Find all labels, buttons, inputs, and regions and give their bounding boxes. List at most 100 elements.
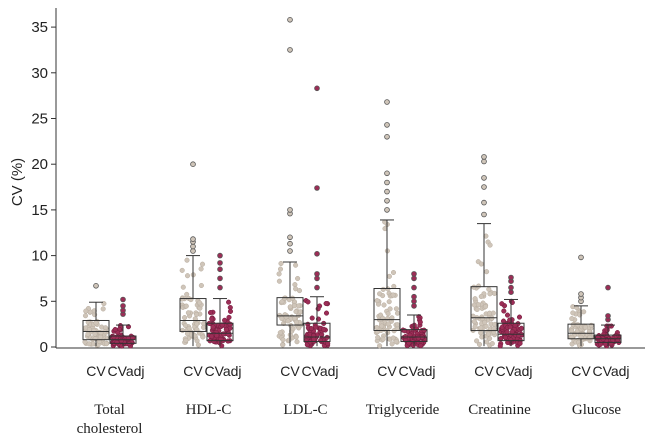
data-point xyxy=(570,310,576,316)
data-point xyxy=(390,269,397,276)
outlier-point xyxy=(120,303,126,309)
outlier-point xyxy=(314,85,320,92)
data-point xyxy=(504,329,510,335)
data-point xyxy=(280,337,286,343)
data-point xyxy=(385,311,391,317)
outlier-point xyxy=(411,303,417,309)
data-point xyxy=(279,315,285,322)
data-point xyxy=(385,315,391,322)
outlier-point xyxy=(384,170,390,177)
data-point xyxy=(482,319,488,325)
data-point xyxy=(471,284,477,290)
data-point xyxy=(507,324,513,330)
data-point xyxy=(516,314,523,320)
data-point xyxy=(386,273,392,279)
outlier-point xyxy=(481,184,487,190)
outlier-point xyxy=(314,275,320,282)
group-label: Triglyceride xyxy=(366,402,440,418)
data-point xyxy=(581,309,587,315)
box-cv xyxy=(276,16,304,348)
outlier-point xyxy=(508,274,514,281)
data-point xyxy=(377,343,383,349)
box-iqr xyxy=(497,322,525,342)
data-point xyxy=(93,320,99,326)
data-point xyxy=(292,282,298,288)
data-point xyxy=(200,324,207,330)
group-label: Glucose xyxy=(572,402,621,418)
box-iqr xyxy=(206,322,234,342)
data-point xyxy=(280,342,286,348)
outlier-point xyxy=(578,291,584,297)
data-point xyxy=(574,305,580,311)
data-point xyxy=(604,327,610,333)
data-point xyxy=(569,328,575,334)
data-point xyxy=(220,331,227,337)
data-point xyxy=(281,295,288,301)
data-point xyxy=(182,315,188,321)
data-point xyxy=(225,331,231,337)
data-point xyxy=(487,291,493,297)
data-point xyxy=(294,339,300,345)
data-point xyxy=(484,269,490,275)
data-point xyxy=(394,322,400,328)
outlier-point xyxy=(384,207,390,213)
data-point xyxy=(180,327,186,333)
outlier-point xyxy=(481,175,487,181)
outlier-point xyxy=(481,199,487,206)
box-iqr xyxy=(373,288,401,332)
data-point xyxy=(91,308,97,314)
outlier-point xyxy=(314,284,320,291)
outlier-point xyxy=(190,243,196,250)
outlier-point xyxy=(411,275,417,282)
outlier-point xyxy=(217,252,223,259)
data-point xyxy=(295,275,301,282)
data-point xyxy=(278,260,284,267)
data-point xyxy=(502,334,508,341)
outlier-point xyxy=(287,248,293,254)
data-point xyxy=(393,338,399,345)
outlier-point xyxy=(120,296,126,303)
y-tick-label: 30 xyxy=(31,65,48,82)
outlier-point xyxy=(190,248,196,254)
data-point xyxy=(182,322,189,329)
data-point xyxy=(298,309,304,315)
outlier-point xyxy=(605,284,611,291)
box-cvadj xyxy=(497,274,525,349)
box-iqr xyxy=(82,319,110,341)
data-point xyxy=(207,310,214,316)
data-point xyxy=(311,336,317,342)
data-point xyxy=(97,334,104,340)
data-point xyxy=(381,302,387,308)
data-point xyxy=(197,300,203,306)
outlier-point xyxy=(287,16,293,23)
group-label: Creatinine xyxy=(468,402,531,418)
box-cvadj xyxy=(206,252,234,349)
data-point xyxy=(293,334,299,340)
subcategory-label: CV xyxy=(183,363,203,379)
data-point xyxy=(410,342,416,348)
data-point xyxy=(478,261,484,267)
data-point xyxy=(504,312,511,318)
y-tick-label: 0 xyxy=(40,339,48,356)
data-point xyxy=(379,323,385,329)
data-point xyxy=(377,291,383,297)
data-point xyxy=(478,293,484,300)
box-cv xyxy=(567,254,595,348)
subcategory-label: CV xyxy=(86,363,106,379)
data-point xyxy=(385,321,391,327)
data-point xyxy=(293,262,299,268)
box-iqr xyxy=(470,286,498,332)
outlier-point xyxy=(314,271,320,277)
data-point xyxy=(318,337,324,344)
group-label: cholesterol xyxy=(77,421,143,437)
box-iqr xyxy=(400,329,428,343)
subcategory-label: CVadj xyxy=(592,363,629,379)
data-point xyxy=(295,303,302,309)
subcategory-label: CV xyxy=(280,363,300,379)
data-point xyxy=(186,325,192,331)
data-point xyxy=(222,317,228,323)
data-point xyxy=(92,336,98,342)
data-point xyxy=(309,315,315,321)
y-tick-label: 10 xyxy=(31,248,48,265)
data-point xyxy=(374,324,380,331)
